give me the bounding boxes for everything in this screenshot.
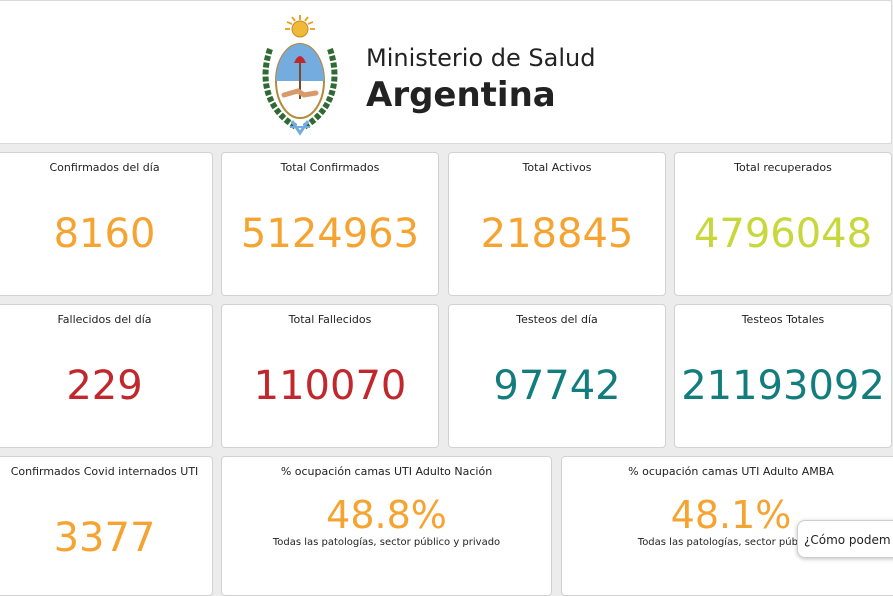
stat-label: Total Activos — [522, 161, 592, 174]
stat-label: Total Confirmados — [280, 161, 380, 174]
brand-line2: Argentina — [366, 75, 556, 115]
stat-value: 21193092 — [681, 363, 885, 409]
stat-value: 4796048 — [693, 211, 873, 257]
stat-label: % ocupación camas UTI Adulto AMBA — [628, 465, 834, 478]
stat-card-total-activos: Total Activos 218845 — [448, 152, 666, 296]
ministry-brand: Ministerio de Salud Argentina — [366, 43, 595, 115]
stat-card-testeos-totales: Testeos Totales 21193092 — [674, 304, 892, 448]
stat-value: 97742 — [493, 363, 621, 409]
stat-card-total-confirmados: Total Confirmados 5124963 — [221, 152, 439, 296]
stat-value: 218845 — [480, 211, 634, 257]
stat-subtitle: Todas las patologías, sector público y — [637, 537, 825, 548]
stat-value: 229 — [66, 363, 143, 409]
brand-line1: Ministerio de Salud — [366, 44, 596, 72]
stat-card-testeos-dia: Testeos del día 97742 — [448, 304, 666, 448]
site-header: Ministerio de Salud Argentina — [0, 0, 892, 144]
stat-value: 8160 — [53, 211, 156, 257]
stat-label: Confirmados del día — [49, 161, 160, 174]
stat-value: 3377 — [53, 515, 156, 561]
stat-label: Testeos Totales — [741, 313, 825, 326]
stat-value: 110070 — [253, 363, 407, 409]
stat-label: Fallecidos del día — [57, 313, 152, 326]
stat-label: Total Fallecidos — [288, 313, 372, 326]
stat-value: 48.1% — [670, 493, 792, 537]
argentina-coat-of-arms-icon — [258, 9, 348, 139]
stat-value: 5124963 — [240, 211, 420, 257]
stat-card-confirmados-dia: Confirmados del día 8160 — [0, 152, 213, 296]
stat-label: Total recuperados — [734, 161, 832, 174]
stat-label: Testeos del día — [516, 313, 598, 326]
stat-value: 48.8% — [326, 493, 447, 537]
stat-label: Confirmados Covid internados UTI — [10, 465, 199, 478]
stat-card-internados-uti: Confirmados Covid internados UTI 3377 — [0, 456, 213, 596]
chat-widget-button[interactable]: ¿Cómo podem — [797, 520, 893, 558]
stat-card-ocupacion-uti-nacion: % ocupación camas UTI Adulto Nación 48.8… — [221, 456, 552, 596]
stat-card-fallecidos-dia: Fallecidos del día 229 — [0, 304, 213, 448]
stat-subtitle: Todas las patologías, sector público y p… — [272, 537, 501, 548]
stat-card-total-recuperados: Total recuperados 4796048 — [674, 152, 892, 296]
stat-label: % ocupación camas UTI Adulto Nación — [280, 465, 493, 478]
stat-card-total-fallecidos: Total Fallecidos 110070 — [221, 304, 439, 448]
stat-card-ocupacion-uti-amba: % ocupación camas UTI Adulto AMBA 48.1% … — [561, 456, 893, 596]
